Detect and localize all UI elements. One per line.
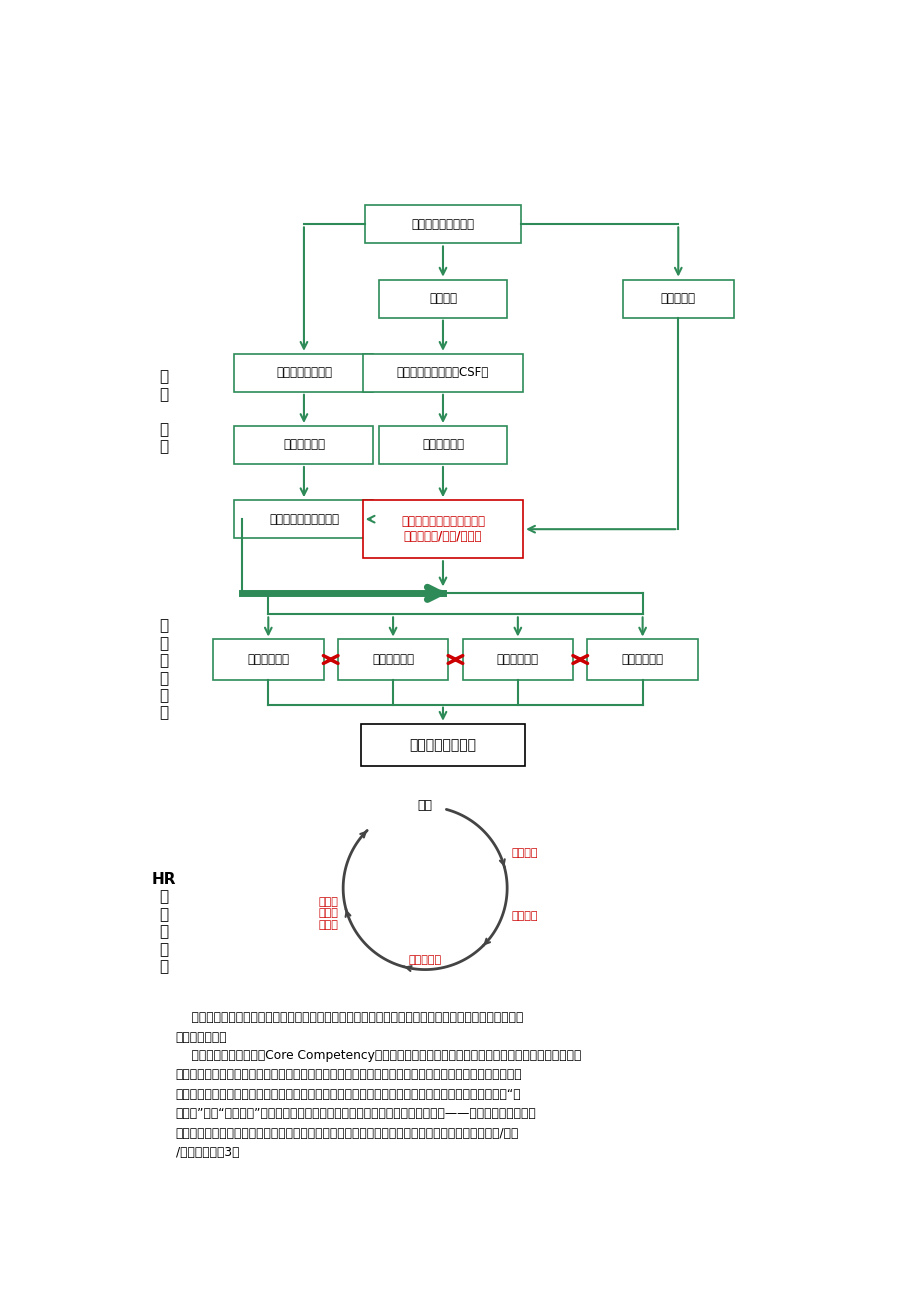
Text: 内外部环境与业务状况: 内外部环境与业务状况 [268,513,338,526]
Text: 行业关键成功因素: 行业关键成功因素 [276,366,332,379]
Text: 绩效与薪酬: 绩效与薪酬 [408,956,441,965]
FancyBboxPatch shape [379,280,506,318]
Text: 人
力
资
源
战
略: 人 力 资 源 战 略 [159,618,168,720]
Text: 公司核心能力: 公司核心能力 [422,439,463,452]
FancyBboxPatch shape [234,500,373,538]
FancyBboxPatch shape [362,500,523,559]
Text: 绩效衡量方式: 绩效衡量方式 [621,654,663,667]
FancyBboxPatch shape [586,639,698,680]
Text: 行业定位与市场定位: 行业定位与市场定位 [411,217,474,230]
Text: 行业核心能力: 行业核心能力 [283,439,324,452]
FancyBboxPatch shape [364,206,521,243]
Text: 组织结
构与岗
位设计: 组织结 构与岗 位设计 [319,897,338,930]
Text: 公司战略: 公司战略 [428,292,457,305]
Text: 聘招: 聘招 [417,799,432,812]
Text: 公司关键成功因素（CSF）: 公司关键成功因素（CSF） [396,366,489,379]
FancyBboxPatch shape [360,724,525,766]
FancyBboxPatch shape [462,639,573,680]
FancyBboxPatch shape [213,639,323,680]
Text: 核心价値观: 核心价値观 [660,292,695,305]
Text: 公司人力资源战略: 公司人力资源战略 [409,738,476,751]
FancyBboxPatch shape [362,354,523,392]
FancyBboxPatch shape [234,426,373,464]
Text: HR
策
略
与
流
程: HR 策 略 与 流 程 [151,872,176,974]
Text: 个人发展: 个人发展 [511,911,538,922]
FancyBboxPatch shape [622,280,732,318]
Text: 道理都很简单，但是到底该怎么做？如何才能从公司战略导出你的人力资源战略？人力资源战略到底应
该有哪些内容？: 道理都很简单，但是到底该怎么做？如何才能从公司战略导出你的人力资源战略？人力资源… [176,1012,522,1044]
FancyBboxPatch shape [379,426,506,464]
Text: 什么样的职业化人才队伍？
（核心职位/类型/能力）: 什么样的职业化人才队伍？ （核心职位/类型/能力） [401,516,484,543]
Text: 投资汇报方式: 投资汇报方式 [496,654,539,667]
FancyBboxPatch shape [234,354,373,392]
Text: 公
司

战
略: 公 司 战 略 [159,370,168,454]
Text: 人才荧陌方式: 人才荧陌方式 [371,654,414,667]
Text: 员工价値定位: 员工价値定位 [247,654,289,667]
Text: 人员配置: 人员配置 [511,848,538,858]
Text: 我们知道，核心能力（Core Competency）是建立起来用以贯彻公司战略，竞争对手无法仿效的独一无二
的一种系统能力。不同的公司战略要求不同的核心能力。然: 我们知道，核心能力（Core Competency）是建立起来用以贯彻公司战略，… [176,1048,581,1159]
FancyBboxPatch shape [337,639,448,680]
